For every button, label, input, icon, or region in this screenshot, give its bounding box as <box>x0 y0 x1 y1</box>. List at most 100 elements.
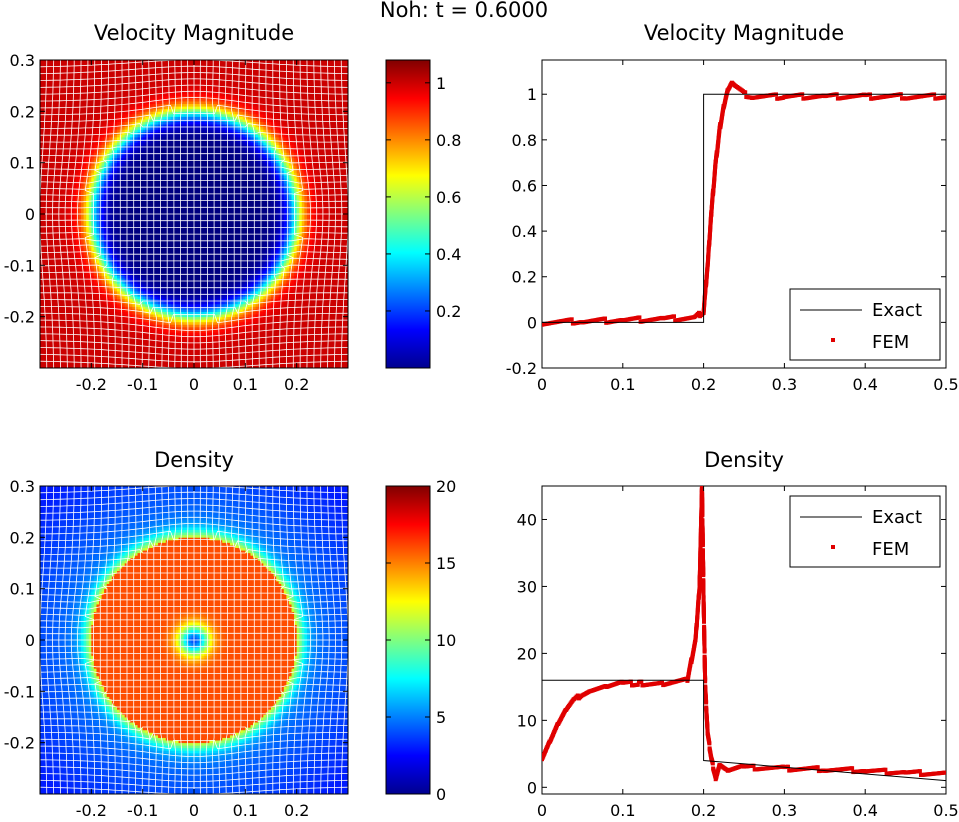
heatmap-cell <box>129 126 133 130</box>
heatmap-cell <box>134 308 138 312</box>
heatmap-cell <box>55 350 59 353</box>
heatmap-cell <box>73 216 77 220</box>
heatmap-cell <box>40 203 43 207</box>
heatmap-cell <box>75 103 79 107</box>
heatmap-cell <box>83 280 87 284</box>
heatmap-cell <box>119 183 123 187</box>
heatmap-cell <box>101 226 105 230</box>
heatmap-cell <box>142 337 146 341</box>
heatmap-cell <box>93 280 97 284</box>
heatmap-cell <box>104 365 108 368</box>
heatmap-cell <box>127 244 131 248</box>
heatmap-cell <box>75 162 79 166</box>
heatmap-cell <box>45 98 49 102</box>
heatmap-cell <box>57 175 61 179</box>
heatmap-cell <box>127 267 131 271</box>
heatmap-cell <box>134 214 138 217</box>
heatmap-cell <box>40 77 43 81</box>
heatmap-cell <box>70 260 74 264</box>
heatmap-cell <box>40 265 43 269</box>
heatmap-cell <box>132 72 136 76</box>
heatmap-cell <box>91 262 95 266</box>
heatmap-cell <box>78 85 82 89</box>
heatmap-cell <box>119 162 123 166</box>
heatmap-cell <box>137 83 141 87</box>
heatmap-cell <box>109 142 113 146</box>
heatmap-cell <box>40 347 43 351</box>
heatmap-cell <box>88 201 92 205</box>
heatmap-cell <box>75 337 79 341</box>
heatmap-cell <box>137 196 141 199</box>
heatmap-cell <box>109 162 113 166</box>
heatmap-cell <box>42 262 46 266</box>
heatmap-cell <box>73 308 77 312</box>
heatmap-cell <box>134 319 138 323</box>
heatmap-cell <box>137 288 141 292</box>
heatmap-cell <box>91 149 95 153</box>
heatmap-cell <box>142 365 146 368</box>
heatmap-cell <box>68 198 72 202</box>
heatmap-cell <box>75 226 79 230</box>
heatmap-cell <box>47 139 51 143</box>
heatmap-cell <box>93 332 97 336</box>
heatmap-cell <box>50 285 54 289</box>
heatmap-cell <box>134 137 138 140</box>
heatmap-cell <box>60 80 64 84</box>
heatmap-cell <box>47 72 51 76</box>
heatmap-cell <box>91 172 95 176</box>
heatmap-cell <box>109 365 113 368</box>
heatmap-cell <box>75 262 79 266</box>
heatmap-cell <box>117 124 120 128</box>
heatmap-cell <box>70 67 74 71</box>
heatmap-cell <box>42 224 46 228</box>
heatmap-cell <box>50 288 54 292</box>
heatmap-cell <box>137 70 141 74</box>
heatmap-cell <box>68 101 72 105</box>
heatmap-cell <box>129 75 133 79</box>
heatmap-cell <box>124 126 128 130</box>
heatmap-cell <box>88 67 92 71</box>
heatmap-cell <box>96 201 100 205</box>
heatmap-cell <box>109 257 113 261</box>
heatmap-cell <box>83 260 87 264</box>
heatmap-cell <box>81 280 85 284</box>
heatmap-cell <box>81 244 85 248</box>
heatmap-cell <box>124 175 128 179</box>
heatmap-cell <box>57 72 61 76</box>
heatmap-cell <box>91 111 95 115</box>
heatmap-cell <box>70 93 74 97</box>
heatmap-cell <box>106 149 110 153</box>
heatmap-cell <box>142 221 146 225</box>
heatmap-cell <box>42 183 46 187</box>
heatmap-cell <box>101 262 105 266</box>
heatmap-cell <box>75 93 79 97</box>
heatmap-cell <box>109 247 113 251</box>
heatmap-cell <box>99 139 102 143</box>
heatmap-cell <box>42 234 46 238</box>
heatmap-cell <box>75 311 79 315</box>
heatmap-cell <box>96 344 100 348</box>
heatmap-cell <box>137 303 141 307</box>
heatmap-cell <box>78 239 82 243</box>
heatmap-cell <box>50 329 54 333</box>
heatmap-cell <box>81 75 85 79</box>
heatmap-cell <box>81 239 85 243</box>
heatmap-cell <box>60 326 64 330</box>
heatmap-cell <box>73 288 77 292</box>
heatmap-cell <box>129 129 133 133</box>
heatmap-cell <box>114 260 118 264</box>
heatmap-cell <box>47 324 51 328</box>
heatmap-cell <box>81 154 85 158</box>
heatmap-cell <box>109 298 113 302</box>
heatmap-cell <box>88 355 92 359</box>
heatmap-cell <box>124 291 128 294</box>
heatmap-cell <box>60 234 64 238</box>
heatmap-cell <box>83 60 87 63</box>
heatmap-cell <box>86 303 90 307</box>
heatmap-cell <box>104 332 108 336</box>
heatmap-cell <box>119 90 123 94</box>
heatmap-cell <box>78 214 82 217</box>
heatmap-cell <box>45 95 49 99</box>
heatmap-cell <box>140 85 144 89</box>
heatmap-cell <box>134 275 138 279</box>
